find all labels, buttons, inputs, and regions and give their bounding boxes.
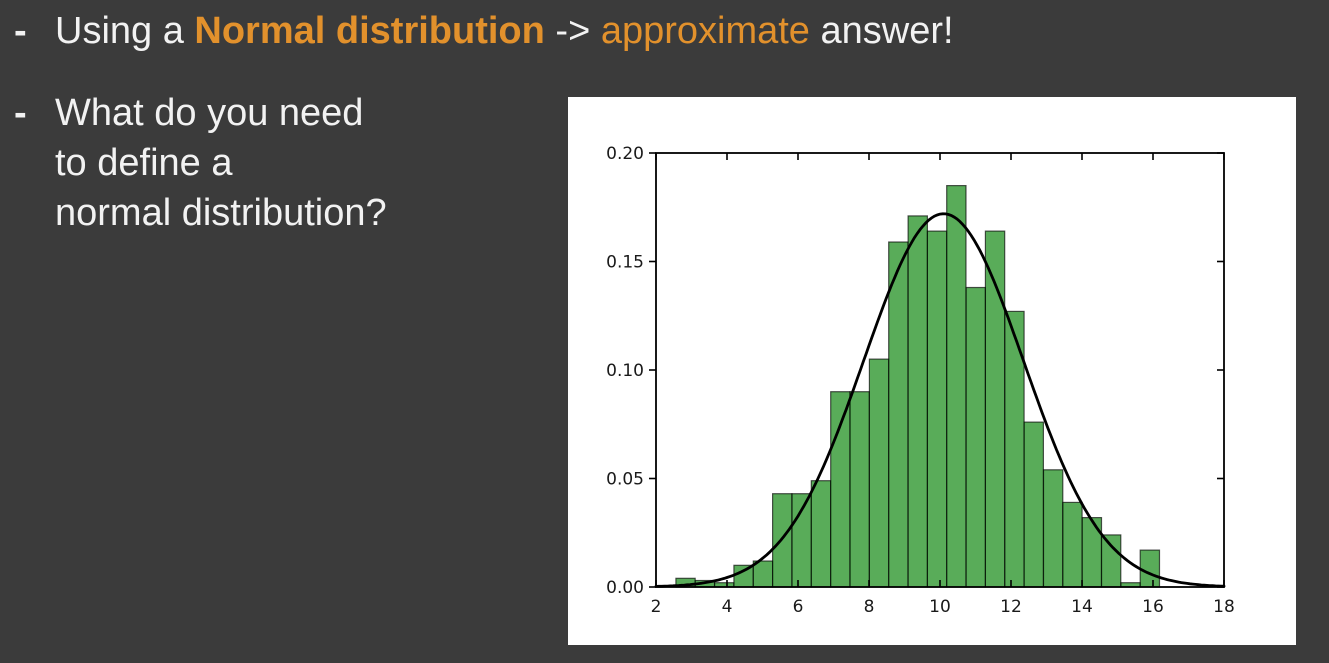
bullet-normal-distribution: - Using a Normal distribution -> approxi… <box>14 10 954 53</box>
x-tick-label: 18 <box>1213 597 1235 617</box>
histogram-bar <box>868 358 890 588</box>
histogram-bar <box>926 230 948 588</box>
x-tick-label: 12 <box>1000 597 1022 617</box>
y-tick-label: 0.10 <box>606 361 644 381</box>
bullet-text: Using a Normal distribution -> approxima… <box>55 10 954 52</box>
bullet-text: What do you need to define a normal dist… <box>55 88 387 238</box>
x-tick-label: 4 <box>722 597 733 617</box>
histogram-bar <box>1023 421 1045 588</box>
histogram-bar <box>1139 549 1161 588</box>
histogram-figure-panel: 2 4 6 8 10 12 14 16 18 0.00 0.05 0.10 0.15 0.20 <box>568 97 1296 645</box>
y-tick-label: 0.20 <box>606 144 644 164</box>
histogram-bar <box>752 560 774 588</box>
histogram-bar <box>965 286 987 588</box>
y-tick-label: 0.15 <box>606 253 644 273</box>
x-tick-label: 2 <box>651 597 662 617</box>
x-tick-label: 8 <box>864 597 875 617</box>
normal-curve <box>654 212 1226 588</box>
bullet2-line2: to define a <box>55 142 233 184</box>
histogram-bar <box>946 184 967 588</box>
x-tick-label: 10 <box>929 597 951 617</box>
bullet1-seg2-normal-distribution: Normal distribution <box>194 10 545 52</box>
x-tick-label: 14 <box>1071 597 1093 617</box>
y-tick-label: 0.00 <box>606 578 644 598</box>
bullet-dash: - <box>14 92 27 134</box>
chart-svg: 2 4 6 8 10 12 14 16 18 0.00 0.05 0.10 0.15 0.20 <box>606 144 1235 617</box>
bullet1-seg3-arrow: -> <box>544 10 601 52</box>
histogram-bar <box>1042 469 1064 588</box>
bullet2-line1: What do you need <box>55 92 364 134</box>
histogram-bar <box>1062 501 1083 588</box>
histogram-bar <box>907 215 929 588</box>
x-tick-label: 16 <box>1142 597 1164 617</box>
bullet-dash: - <box>14 10 27 52</box>
y-tick-label: 0.05 <box>606 470 644 490</box>
bullet1-seg5: answer! <box>809 10 954 52</box>
bullet1-seg4-approximate: approximate <box>600 10 810 52</box>
bullet-what-do-you-need: - What do you need to define a normal di… <box>14 88 387 238</box>
histogram-bar <box>1100 534 1122 588</box>
histogram-bar <box>849 391 870 588</box>
bullet2-line3: normal distribution? <box>55 192 387 234</box>
bullet1-seg1: Using a <box>55 10 195 52</box>
histogram-bar <box>888 241 909 588</box>
histogram-bar <box>810 480 832 588</box>
x-tick-label: 6 <box>793 597 804 617</box>
